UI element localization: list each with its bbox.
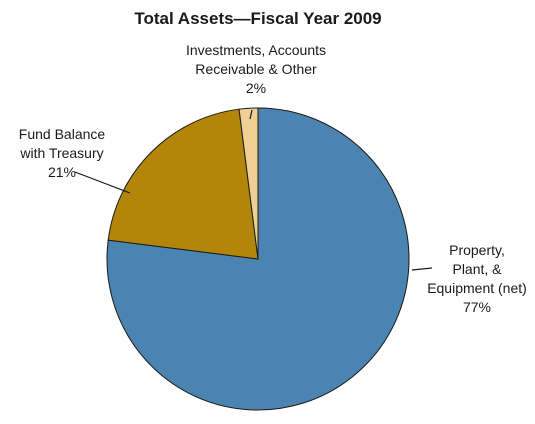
leader-line-2 <box>249 109 253 120</box>
slice-labels: Property, Plant, & Equipment (net) 77% Fund … <box>19 42 527 315</box>
pie-slice-0 <box>106 107 410 411</box>
slice-label-line: Fund Balance <box>19 126 106 142</box>
slice-label-line: 77% <box>463 299 491 315</box>
leader-line-1 <box>74 171 131 194</box>
slice-label-line: 2% <box>246 80 266 96</box>
slice-label-line: Investments, Accounts <box>186 42 326 58</box>
slice-label-line: Equipment (net) <box>427 280 527 296</box>
slice-label-line: Property, <box>449 242 505 258</box>
slice-label-line: with Treasury <box>19 145 103 161</box>
slice-label-line: Plant, & <box>452 261 502 277</box>
slice-label-0: Property, Plant, & Equipment (net) 77% <box>427 242 527 315</box>
chart-title: Total Assets—Fiscal Year 2009 <box>134 9 381 28</box>
pie-slice-1 <box>107 108 259 260</box>
leader-line-0 <box>411 267 433 271</box>
slice-label-1: Fund Balance with Treasury 21% <box>19 126 106 180</box>
slice-label-2: Investments, Accounts Receivable & Other 2… <box>186 42 326 96</box>
leader-lines <box>74 109 433 271</box>
slice-label-line: Receivable & Other <box>195 61 317 77</box>
pie-slice-2 <box>238 107 259 260</box>
slice-label-line: 21% <box>48 164 76 180</box>
pie-slices <box>106 107 410 411</box>
